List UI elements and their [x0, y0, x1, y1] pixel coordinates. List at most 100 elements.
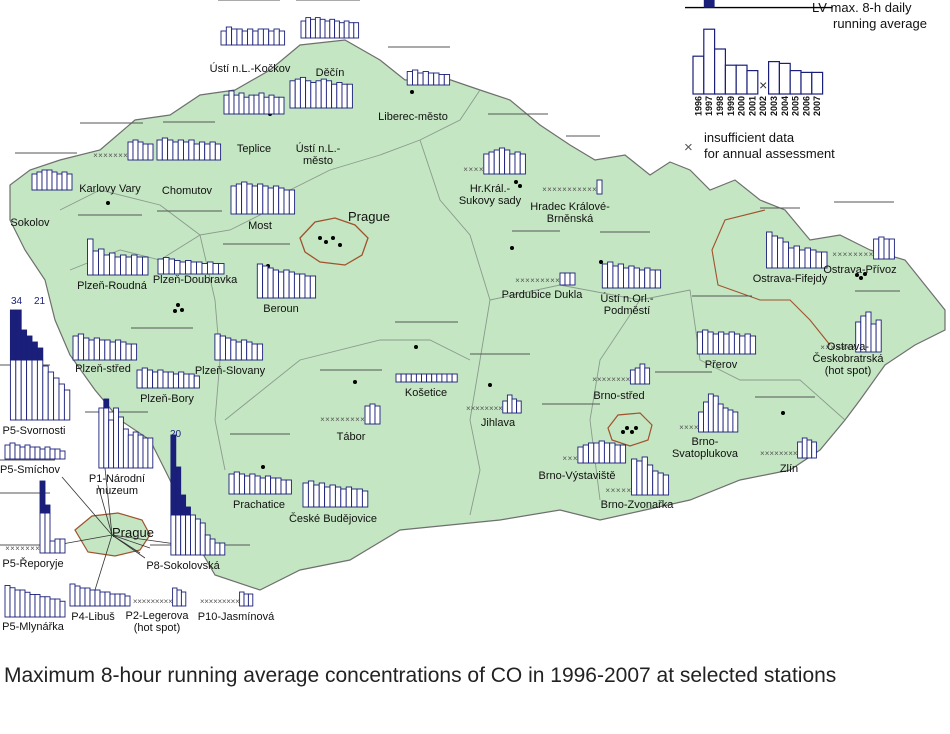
insufficient-marker: × [35, 544, 40, 553]
bar [644, 367, 651, 385]
bar [42, 365, 49, 421]
station-dot [173, 309, 177, 313]
bar [198, 141, 206, 161]
bar [241, 181, 248, 215]
bar [577, 446, 584, 464]
bar [417, 72, 424, 86]
bar [331, 83, 338, 109]
station-label: Ústí n.L.- [296, 142, 341, 155]
bar [254, 475, 261, 495]
bar [294, 78, 301, 109]
bar [98, 248, 105, 276]
bar [228, 90, 235, 115]
bar [364, 405, 371, 425]
bar [103, 407, 110, 469]
insufficient-marker: × [474, 165, 479, 174]
station-label: Svatoplukova [672, 448, 739, 460]
chart-ostrava-privoz: × × × × × × × ×Ostrava-Přívoz [823, 236, 897, 276]
bar [54, 598, 61, 618]
bar [209, 141, 216, 161]
bar [256, 263, 264, 299]
bar [125, 343, 132, 361]
bar [307, 480, 315, 508]
bar [168, 258, 175, 275]
insufficient-marker: × [98, 151, 103, 160]
insufficient-marker: × [320, 415, 325, 424]
region-borders [59, 89, 846, 516]
bar [422, 71, 429, 86]
legend-insufficient-marker: × [684, 139, 693, 156]
chart-usti-n-orl-podmesti: Ústí n.Orl.-Podměstí [600, 261, 662, 317]
chart-brno-svatoplukova: × × × ×Brno-Svatoplukova [672, 393, 739, 460]
chart-prerov: Přerov [696, 329, 757, 371]
station-dot [324, 240, 328, 244]
bar [506, 394, 513, 414]
bar [304, 275, 311, 299]
insufficient-marker: × [133, 597, 138, 606]
bar [247, 28, 254, 46]
station-label: Ostrava-Fifejdy [753, 273, 828, 285]
station-label: Tábor [337, 431, 366, 443]
bar [4, 444, 11, 460]
insufficient-marker: × [164, 597, 169, 606]
bar [728, 331, 735, 355]
insufficient-marker: × [611, 375, 616, 384]
bar [646, 464, 654, 496]
insufficient-marker: × [550, 276, 555, 285]
bar [49, 540, 56, 554]
bar [190, 514, 196, 556]
insufficient-marker: × [484, 404, 489, 413]
legend-bar [767, 60, 780, 95]
insufficient-marker: × [848, 250, 853, 259]
bar-exceed [180, 494, 187, 516]
chart-decin: Děčín [300, 17, 360, 79]
insufficient-marker: × [345, 415, 350, 424]
station-label: Plzeň-Bory [140, 393, 194, 405]
bar [619, 444, 627, 464]
bar [24, 591, 31, 618]
insufficient-marker: × [146, 597, 151, 606]
bar [325, 80, 333, 109]
legend: LV max. 8-h daily running average 1996 19… [684, 0, 927, 161]
bar [239, 591, 245, 607]
bar [652, 470, 659, 496]
bar [319, 18, 326, 39]
station-label: Sukovy sady [459, 195, 522, 207]
bar [212, 263, 219, 275]
legend-year-label: 1996 [693, 96, 703, 116]
legend-bar [811, 71, 824, 95]
insufficient-marker: × [616, 486, 621, 495]
bar [601, 263, 609, 289]
station-label: Zlín [780, 463, 798, 475]
bar [136, 369, 143, 389]
bar [188, 139, 195, 161]
insufficient-marker: × [123, 151, 128, 160]
insufficient-marker: × [475, 404, 480, 413]
station-label: Českobratrská [813, 352, 885, 365]
bar [280, 479, 287, 495]
insufficient-marker: × [774, 449, 779, 458]
bar [223, 94, 230, 115]
bar [253, 94, 260, 115]
bar [179, 261, 186, 275]
station-label: P4-Libuš [71, 611, 115, 623]
bar [214, 333, 221, 361]
bar [511, 398, 518, 414]
chart-p8-sokolovska: P8-Sokolovská [146, 434, 226, 572]
bar [147, 437, 154, 469]
bar [588, 442, 595, 464]
station-label: P5-Svornosti [3, 425, 66, 437]
bar [451, 373, 458, 383]
bar [318, 482, 326, 508]
bar [49, 448, 56, 460]
station-dot [318, 236, 322, 240]
bar [278, 96, 285, 115]
insufficient-marker: × [769, 449, 774, 458]
bar [804, 247, 811, 269]
insufficient-marker: × [573, 454, 578, 463]
bar [238, 473, 246, 495]
bar [569, 272, 576, 286]
bar [288, 189, 296, 215]
bar [267, 187, 274, 215]
legend-lv-label-1: LV max. 8-h daily [812, 0, 912, 15]
